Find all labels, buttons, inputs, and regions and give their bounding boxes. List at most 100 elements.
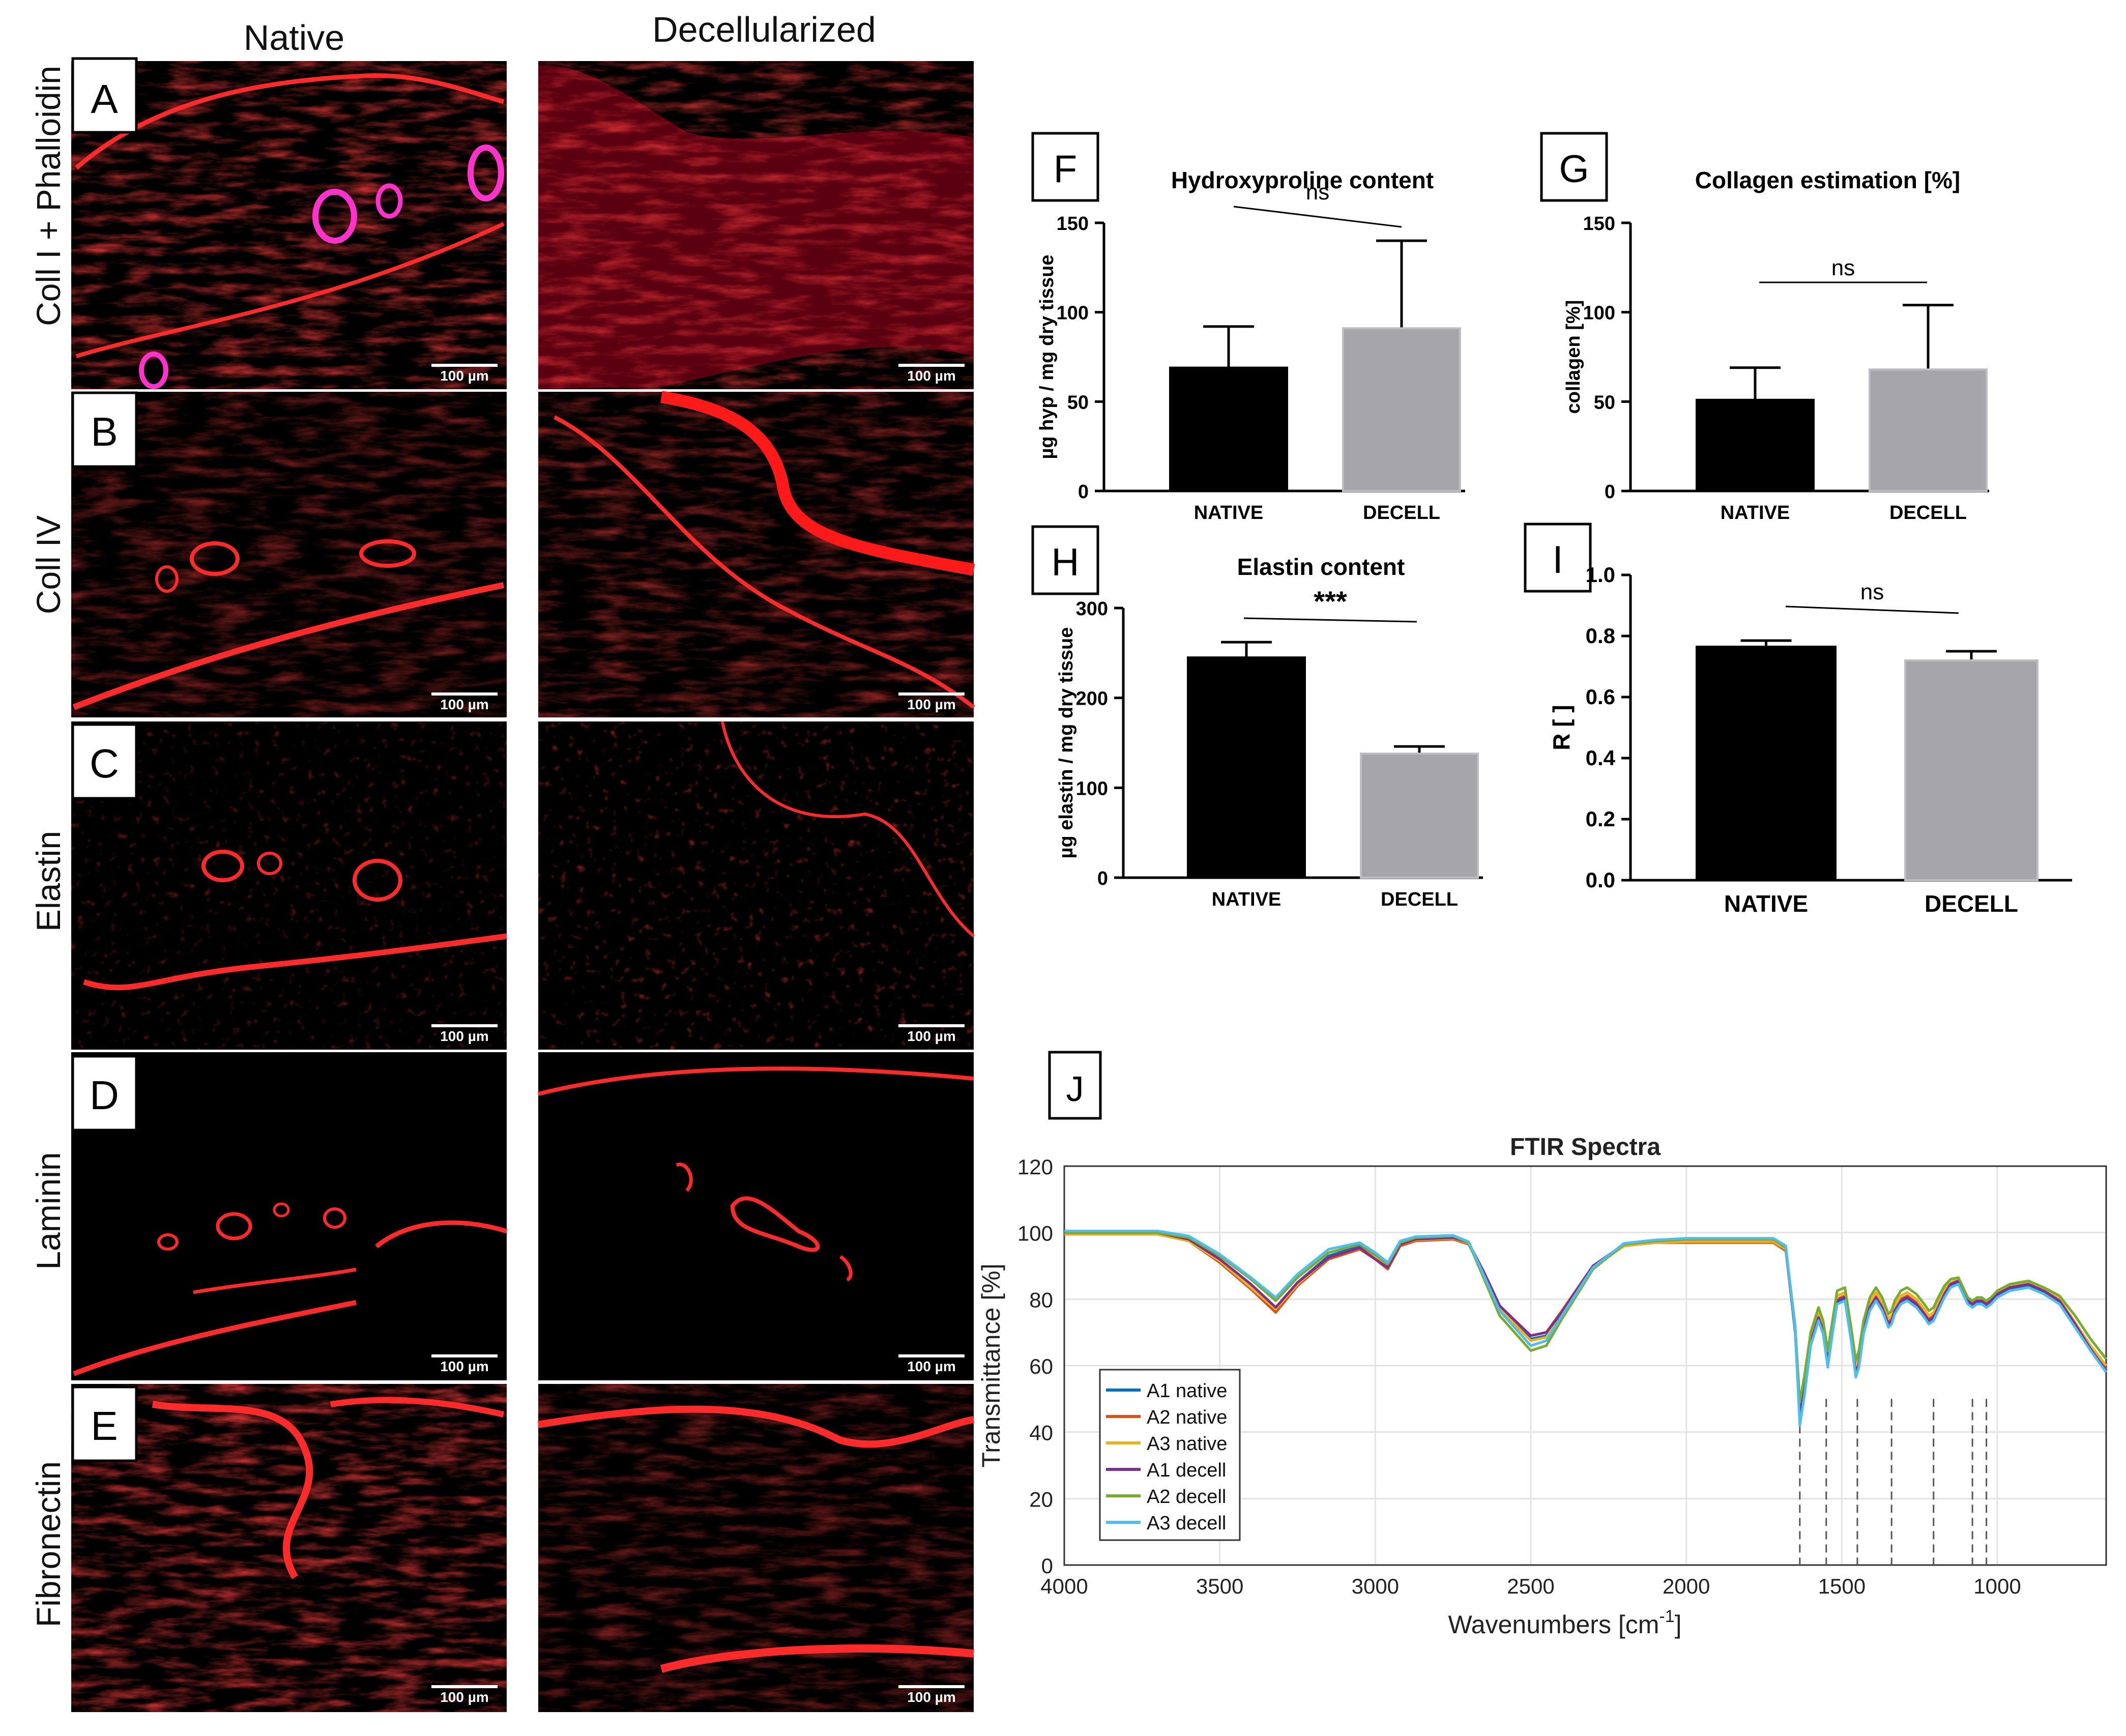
vessel [312,189,357,244]
y-tick-label: 0.2 [1586,807,1615,831]
chart-title: Hydroxyproline content [1171,167,1434,193]
legend-label: A2 decell [1147,1486,1226,1508]
charts: F Hydroxyproline content 0 50 100 150 µg hyp /… [977,132,2108,1639]
row-label: Elastin [30,831,67,932]
panel-letter: F [1054,148,1077,191]
vessel [468,144,504,201]
category-label: DECELL [1381,889,1458,910]
category-label: NATIVE [1721,502,1790,524]
row-e: Fibronectin E 100 µm 100 µm [30,1384,975,1712]
y-tick-label: 100 [1017,1222,1053,1246]
y-tick-label: 0 [1078,481,1089,503]
bar [1342,327,1461,493]
vessel [201,850,244,882]
row-label: Laminin [30,1152,67,1269]
chart-title: FTIR Spectra [1510,1134,1661,1161]
legend-label: A3 native [1147,1433,1227,1455]
y-tick-label: 100 [1076,778,1108,799]
panel-letter-box [1031,132,1099,202]
series-line [1064,1231,2108,1417]
panel-letter-box [1048,1051,1102,1120]
x-tick-label: 4000 [1040,1574,1088,1598]
scale-bar-label: 100 µm [907,1028,956,1044]
scale-bar-label: 100 µm [907,368,956,384]
y-tick-label: 150 [1057,213,1089,235]
y-tick-label: 80 [1029,1288,1053,1312]
y-tick-label: 120 [1017,1155,1053,1179]
panel-letter-box [71,57,138,134]
y-axis-label: R [ ] [1548,705,1575,750]
x-axis-label-superscript: -1 [1659,1607,1674,1626]
x-axis-label-main: Wavenumbers [cm [1448,1610,1659,1639]
tissue-outline [330,1397,505,1417]
tissue-outline [193,1267,357,1294]
significance-line [1233,206,1402,228]
significance-line [1243,617,1417,623]
bar [1696,646,1837,881]
scale-bar-label: 100 µm [907,1358,956,1374]
tissue-outline [72,582,505,710]
bar-chart-g: G Collagen estimation [%] 0 50 100 150 collage… [1540,132,1989,524]
panel-letter-box [1031,525,1099,595]
panel-letter-box [1524,523,1592,593]
panel-letter-box [71,1055,138,1132]
stain-texture [538,61,974,389]
bar [1904,659,2038,881]
y-tick-label: 40 [1029,1421,1053,1445]
y-tick-label: 300 [1076,598,1108,620]
panel-letter: I [1552,538,1563,582]
significance-label: *** [1314,585,1347,617]
x-tick-label: 3500 [1196,1574,1243,1598]
bar [1696,398,1815,492]
category-label: NATIVE [1194,502,1264,524]
vessel [216,1212,252,1240]
panel-letter: E [91,1403,118,1449]
tissue-outline [75,222,505,358]
bar [1169,366,1288,493]
y-tick-label: 20 [1029,1487,1053,1511]
y-tick-label: 100 [1583,303,1615,324]
row-d: Laminin D 100 µm 100 µm [30,1052,974,1380]
vessel [155,565,179,593]
legend [1099,1369,1241,1541]
vessel [273,1202,290,1218]
y-axis-label: µg elastin / mg dry tissue [1056,627,1077,859]
y-axis-label: collagen [%] [1563,300,1584,414]
series-line [1064,1229,2108,1427]
vessel [190,541,240,576]
tissue-outline [730,1196,820,1252]
panel-letter-box [71,391,138,468]
tissue-outline [660,1644,974,1673]
legend-label: A1 native [1147,1380,1227,1402]
scale-bar-label: 100 µm [440,368,489,384]
tissue-outline [554,415,975,709]
row-label: Coll IV [30,515,67,614]
vessel [323,1207,346,1229]
significance-label: ns [1831,255,1855,280]
column-header-decellularized: Decellularized [652,10,876,49]
row-a: Coll I + Phalloidin A 100 µm 100 µm [30,57,974,389]
row-label: Fibronectin [30,1461,67,1628]
tissue-outline [676,1162,693,1192]
y-tick-label: 0.4 [1586,746,1616,770]
micrograph-decell-d [538,1052,974,1380]
stain-texture [71,392,507,717]
scale-bar-label: 100 µm [440,697,489,712]
panel-letter-box [71,1385,138,1462]
tissue-outline [660,391,975,576]
vessel [359,539,416,568]
tissue-outline [721,721,975,938]
panel-letter-box [71,723,138,800]
significance-label: ns [1306,180,1329,205]
significance-line [1785,605,1959,614]
vessel [353,859,402,902]
x-axis-label-end: ] [1675,1610,1682,1639]
x-tick-label: 3000 [1352,1574,1399,1598]
panel-letter: A [91,76,118,122]
bar [1187,656,1306,879]
y-tick-label: 50 [1594,392,1615,413]
stain-texture [538,721,974,1050]
y-tick-label: 0.6 [1586,685,1615,709]
tissue-outline [538,1066,974,1096]
